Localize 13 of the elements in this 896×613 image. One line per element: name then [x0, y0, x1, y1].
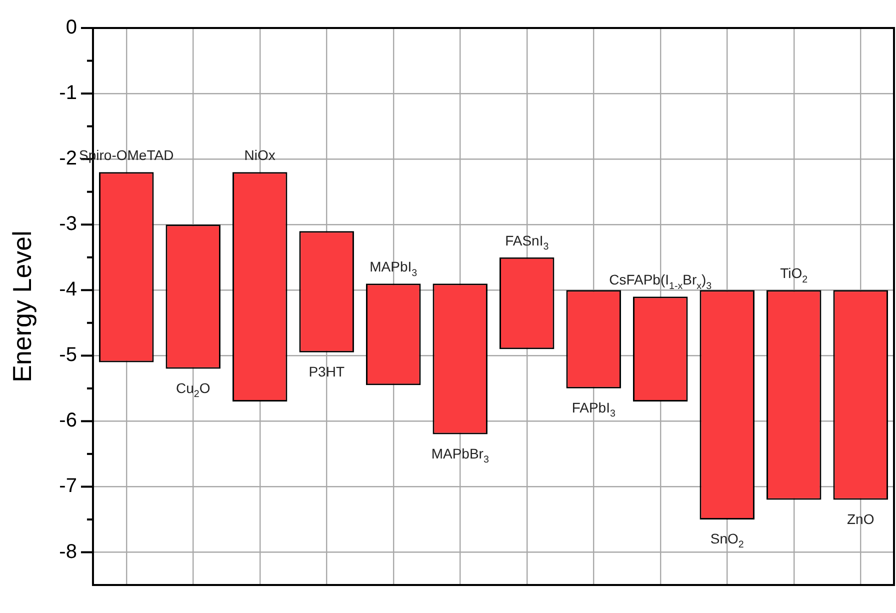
x-tick-label: P3HT — [308, 363, 345, 380]
x-tick-label: ZnO — [847, 510, 874, 527]
y-tick-label: -2 — [59, 148, 77, 170]
y-tick-label: 0 — [66, 16, 77, 39]
y-axis-title: Energy Level — [6, 230, 37, 382]
x-tick-label: NiOx — [244, 147, 276, 164]
y-tick-label: -1 — [59, 82, 77, 104]
y-tick-label: -8 — [59, 540, 77, 563]
y-tick-label: -4 — [59, 278, 77, 301]
y-tick-label: -5 — [59, 344, 77, 366]
y-tick-label: -7 — [59, 475, 77, 498]
y-tick-label: -6 — [59, 410, 77, 432]
y-tick-label: -3 — [59, 213, 77, 236]
